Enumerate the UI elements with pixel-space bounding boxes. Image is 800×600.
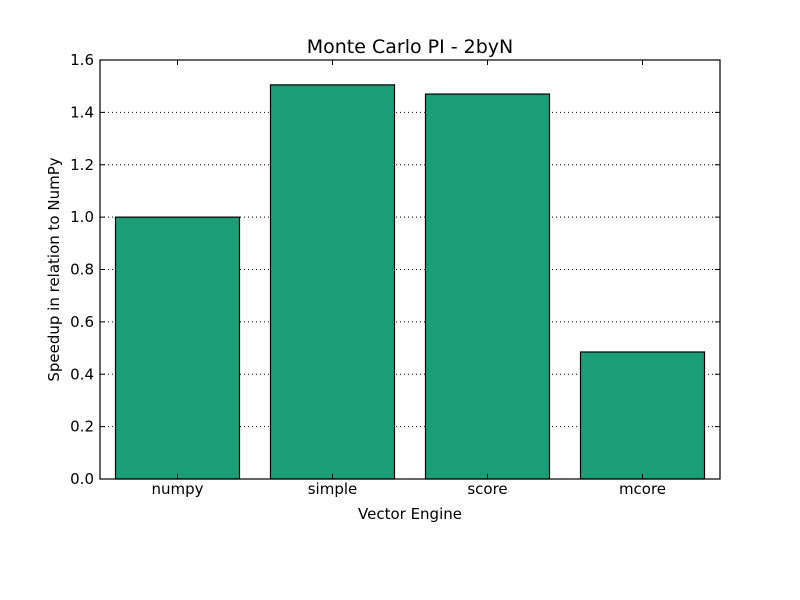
y-tick-label: 1.4: [70, 103, 94, 121]
bars: [114, 84, 706, 480]
y-tick-label: 1.0: [70, 208, 94, 226]
x-axis-title: Vector Engine: [358, 505, 462, 523]
bar-simple: [269, 84, 396, 480]
x-tick-label: mcore: [619, 480, 666, 498]
y-tick-label: 1.2: [70, 156, 94, 174]
axis-ticks: [100, 59, 720, 480]
bar-numpy: [114, 216, 241, 480]
x-tick-label: simple: [308, 480, 358, 498]
bar-mcore: [579, 351, 706, 480]
y-tick-label: 0.2: [70, 418, 94, 436]
y-tick-label: 0.0: [70, 470, 94, 488]
y-axis-title: Speedup in relation to NumPy: [45, 157, 63, 381]
y-tick-label: 0.8: [70, 261, 94, 279]
y-tick-label: 0.6: [70, 313, 94, 331]
x-tick-label: numpy: [151, 480, 203, 498]
x-tick-label: score: [467, 480, 507, 498]
chart-title: Monte Carlo PI - 2byN: [307, 36, 514, 58]
bar-score: [424, 93, 551, 480]
y-tick-label: 0.4: [70, 365, 94, 383]
y-tick-labels: 0.0 0.2 0.4 0.6 0.8 1.0 1.2 1.4 1.6: [70, 51, 94, 488]
x-tick-labels: numpy simple score mcore: [151, 480, 666, 498]
y-tick-label: 1.6: [70, 51, 94, 69]
